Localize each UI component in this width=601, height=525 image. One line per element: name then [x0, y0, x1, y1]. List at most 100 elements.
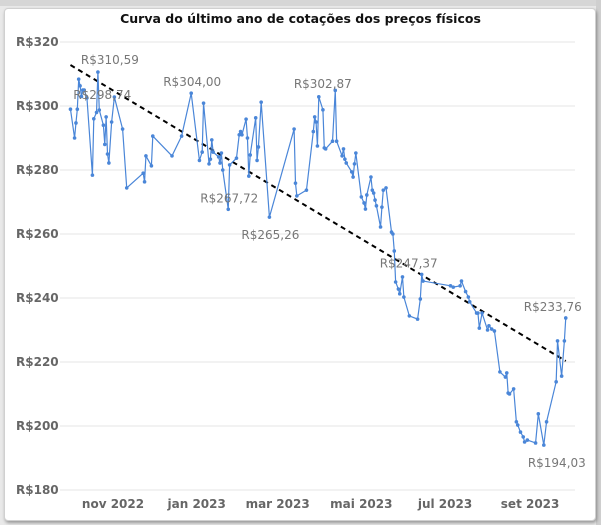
data-point [463, 289, 468, 294]
data-point [179, 134, 184, 138]
data-point [238, 129, 243, 134]
y-tick-label: R$260 [16, 227, 59, 241]
data-point [144, 154, 148, 158]
data-point [91, 117, 96, 121]
data-point [102, 142, 107, 147]
data-point [380, 205, 384, 209]
x-axis: nov 2022 jan 2023 mar 2023 mai 2023 jul 2023… [82, 497, 559, 511]
data-point [170, 154, 174, 158]
data-point [79, 94, 84, 99]
data-label: R$247,37 [380, 256, 438, 270]
y-tick-label: R$300 [16, 99, 59, 113]
window-right-edge [596, 0, 601, 525]
data-point [542, 443, 546, 447]
data-point [201, 101, 206, 105]
data-point [393, 280, 398, 284]
data-point [197, 158, 202, 163]
data-point [255, 158, 259, 163]
data-point [448, 284, 453, 288]
gridlines [60, 41, 575, 491]
x-tick-label: jul 2023 [417, 497, 472, 511]
data-point [97, 108, 102, 112]
data-point [90, 173, 95, 177]
data-label: R$194,03 [528, 456, 586, 470]
x-tick-label: nov 2022 [82, 497, 144, 511]
data-point [343, 157, 347, 161]
data-point [311, 129, 316, 134]
data-point [544, 420, 549, 424]
data-point [363, 207, 368, 211]
data-point [489, 327, 494, 331]
data-point [85, 96, 89, 100]
data-point [418, 297, 423, 301]
y-tick-label: R$180 [16, 483, 59, 497]
data-point [351, 175, 355, 179]
data-point [218, 161, 222, 165]
data-point [563, 316, 568, 320]
data-point [141, 171, 145, 175]
data-point [352, 162, 357, 166]
y-tick-label: R$280 [16, 163, 59, 177]
data-point [293, 181, 298, 185]
data-point [94, 110, 99, 115]
data-point [234, 156, 239, 160]
data-point [514, 420, 519, 424]
y-tick-label: R$320 [16, 35, 59, 49]
data-point [476, 311, 480, 315]
data-point [365, 193, 369, 197]
data-point [330, 139, 335, 143]
data-point [248, 153, 252, 157]
data-point [378, 225, 383, 229]
data-point [96, 70, 100, 74]
data-point [200, 150, 204, 154]
data-point [344, 161, 349, 165]
data-point [374, 204, 379, 208]
x-tick-label: jan 2023 [167, 497, 226, 511]
data-point [487, 324, 491, 328]
data-point [292, 127, 296, 131]
data-point [211, 150, 215, 154]
data-point [341, 147, 346, 151]
data-point [492, 329, 497, 333]
data-label: R$310,59 [81, 53, 139, 67]
data-point [321, 108, 325, 112]
data-point [480, 311, 484, 315]
data-point [384, 186, 388, 190]
data-point [415, 317, 420, 321]
data-point [76, 77, 81, 81]
data-point [407, 314, 412, 318]
data-point [120, 127, 125, 131]
data-point [507, 392, 512, 396]
data-point [562, 339, 567, 343]
data-point [304, 188, 309, 192]
data-point [359, 195, 364, 199]
data-point [150, 134, 155, 138]
data-point [381, 188, 386, 192]
data-point [109, 120, 114, 124]
data-point [149, 164, 154, 168]
data-label: R$265,26 [241, 228, 299, 242]
chart-title: Curva do último ano de cotações dos preç… [120, 11, 481, 26]
data-point [477, 326, 482, 330]
data-point [295, 194, 299, 198]
data-point [402, 295, 406, 299]
data-point [419, 272, 424, 277]
data-point [498, 370, 502, 374]
data-point [458, 284, 462, 288]
data-label: R$233,76 [524, 300, 582, 314]
data-point [451, 285, 456, 289]
data-point [315, 144, 320, 148]
data-point [391, 232, 395, 236]
data-point [244, 117, 248, 121]
x-tick-label: mar 2023 [246, 497, 310, 511]
data-point [317, 95, 321, 99]
data-point [107, 161, 111, 165]
data-point [104, 115, 108, 119]
data-point [349, 170, 354, 174]
data-point [504, 371, 509, 375]
data-point [216, 155, 221, 159]
data-point [267, 215, 272, 219]
data-point [333, 88, 338, 93]
data-point [259, 100, 263, 104]
